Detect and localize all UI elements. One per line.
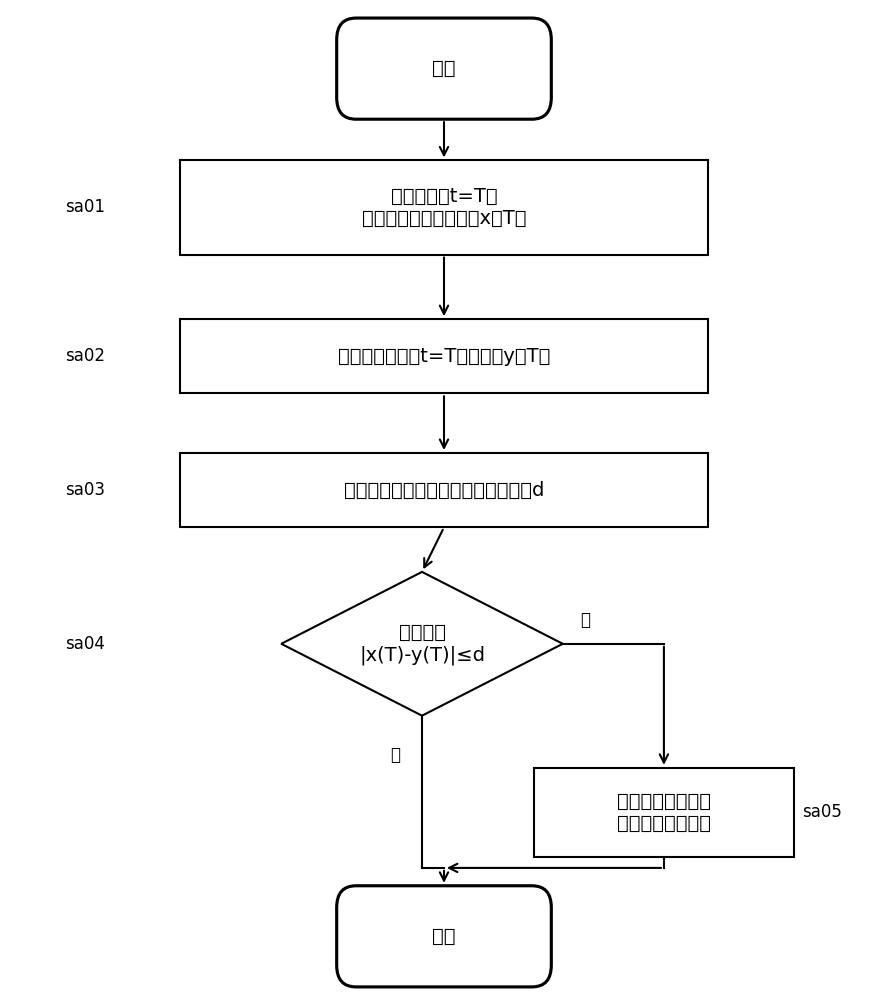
Text: 计算在时间t=T的
虚拟机床的精度降低量x（T）: 计算在时间t=T的 虚拟机床的精度降低量x（T） — [361, 187, 527, 228]
Text: sa03: sa03 — [66, 481, 106, 499]
Text: 开始: 开始 — [432, 59, 456, 78]
Text: sa02: sa02 — [66, 347, 106, 365]
Text: sa04: sa04 — [66, 635, 106, 653]
Text: sa01: sa01 — [66, 198, 106, 216]
Text: sa05: sa05 — [803, 803, 843, 821]
Text: 结束: 结束 — [432, 927, 456, 946]
FancyBboxPatch shape — [337, 886, 551, 987]
Polygon shape — [281, 572, 563, 716]
Bar — [535, 768, 794, 857]
Text: 计算在相同时间t=T的修正量y（T）: 计算在相同时间t=T的修正量y（T） — [337, 347, 551, 366]
Text: 是: 是 — [390, 746, 400, 764]
Text: 否: 否 — [581, 611, 591, 629]
Text: 决定精度降低量和修正量的容许差值d: 决定精度降低量和修正量的容许差值d — [344, 481, 544, 500]
Bar — [180, 160, 708, 255]
Bar — [180, 453, 708, 527]
FancyBboxPatch shape — [337, 18, 551, 119]
Text: 通过修正量调整部
进行修正量的调整: 通过修正量调整部 进行修正量的调整 — [617, 792, 711, 833]
Bar — [180, 319, 708, 393]
Text: 是否满足
|x(T)-y(T)|≤d: 是否满足 |x(T)-y(T)|≤d — [359, 623, 485, 665]
